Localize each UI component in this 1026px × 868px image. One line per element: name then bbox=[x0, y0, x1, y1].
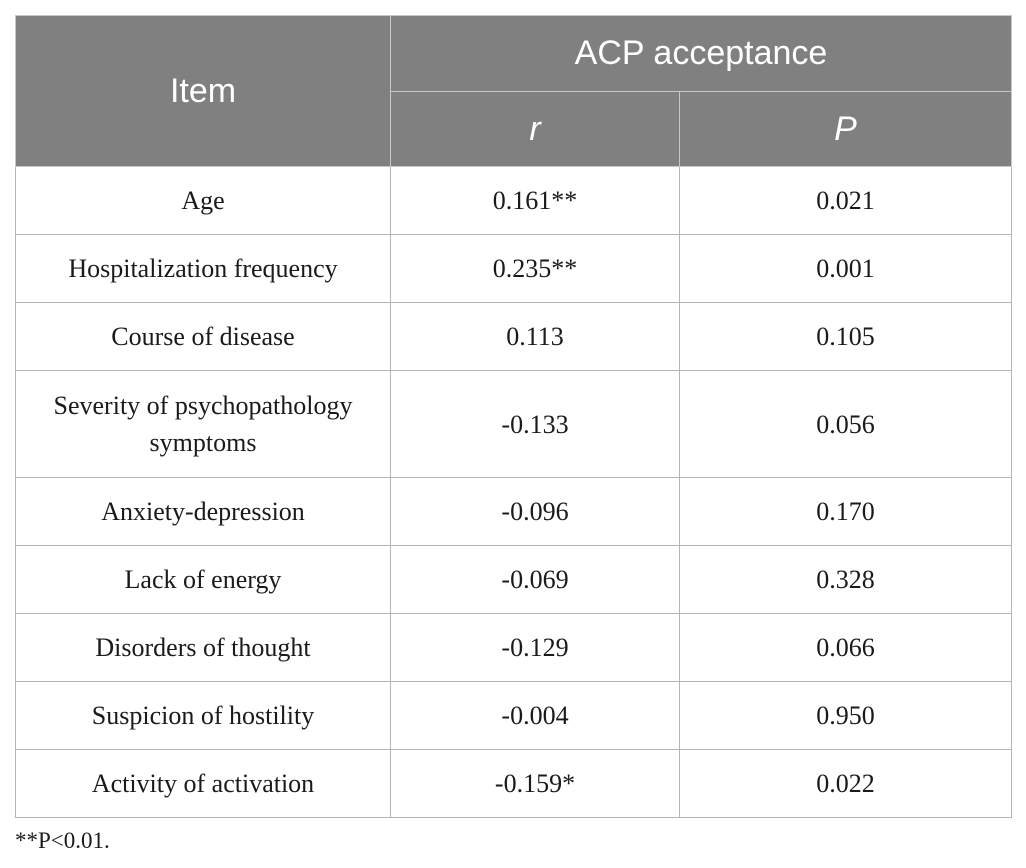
header-row-2: r P bbox=[16, 91, 1012, 167]
table-row: Age 0.161** 0.021 bbox=[15, 166, 1012, 235]
r-value-cell: -0.096 bbox=[390, 477, 680, 546]
table-row: Disorders of thought -0.129 0.066 bbox=[15, 613, 1012, 682]
p-value-cell: 0.021 bbox=[679, 166, 1012, 235]
correlation-table-container: Item ACP acceptance r P Age 0.161** 0.02… bbox=[15, 15, 1012, 818]
r-value-cell: -0.159* bbox=[390, 749, 680, 818]
table-row: Activity of activation -0.159* 0.022 bbox=[15, 749, 1012, 818]
acp-acceptance-group-header: ACP acceptance bbox=[390, 15, 1012, 92]
r-column-header: r bbox=[390, 91, 680, 167]
p-value-cell: 0.001 bbox=[679, 234, 1012, 303]
p-value-cell: 0.022 bbox=[679, 749, 1012, 818]
item-column-header: Item bbox=[15, 15, 391, 167]
table-row: Severity of psychopathology symptoms -0.… bbox=[15, 370, 1012, 478]
correlation-table: Item ACP acceptance r P Age 0.161** 0.02… bbox=[15, 15, 1012, 818]
table-row: Suspicion of hostility -0.004 0.950 bbox=[15, 681, 1012, 750]
table-body: Age 0.161** 0.021 Hospitalization freque… bbox=[15, 166, 1012, 818]
p-column-header: P bbox=[679, 91, 1012, 167]
table-row: Anxiety-depression -0.096 0.170 bbox=[15, 477, 1012, 546]
item-cell: Suspicion of hostility bbox=[15, 681, 391, 750]
r-value-cell: -0.129 bbox=[390, 613, 680, 682]
p-value-cell: 0.950 bbox=[679, 681, 1012, 750]
r-value-cell: -0.069 bbox=[390, 545, 680, 614]
item-cell: Disorders of thought bbox=[15, 613, 391, 682]
table-row: Course of disease 0.113 0.105 bbox=[15, 302, 1012, 371]
table-row: Lack of energy -0.069 0.328 bbox=[15, 545, 1012, 614]
item-cell: Severity of psychopathology symptoms bbox=[15, 370, 391, 478]
item-cell: Activity of activation bbox=[15, 749, 391, 818]
item-cell: Hospitalization frequency bbox=[15, 234, 391, 303]
table-footnote: **P<0.01. bbox=[15, 828, 110, 853]
item-cell: Course of disease bbox=[15, 302, 391, 371]
item-cell: Lack of energy bbox=[15, 545, 391, 614]
table-header: Item ACP acceptance r P bbox=[15, 15, 1012, 167]
p-value-cell: 0.328 bbox=[679, 545, 1012, 614]
item-cell: Age bbox=[15, 166, 391, 235]
r-value-cell: 0.113 bbox=[390, 302, 680, 371]
p-value-cell: 0.105 bbox=[679, 302, 1012, 371]
r-value-cell: 0.235** bbox=[390, 234, 680, 303]
table-row: Hospitalization frequency 0.235** 0.001 bbox=[15, 234, 1012, 303]
p-value-cell: 0.066 bbox=[679, 613, 1012, 682]
r-value-cell: 0.161** bbox=[390, 166, 680, 235]
header-row-1: Item ACP acceptance bbox=[15, 15, 1012, 167]
p-value-cell: 0.170 bbox=[679, 477, 1012, 546]
r-value-cell: -0.133 bbox=[390, 370, 680, 478]
item-cell: Anxiety-depression bbox=[15, 477, 391, 546]
r-value-cell: -0.004 bbox=[390, 681, 680, 750]
p-value-cell: 0.056 bbox=[679, 370, 1012, 478]
